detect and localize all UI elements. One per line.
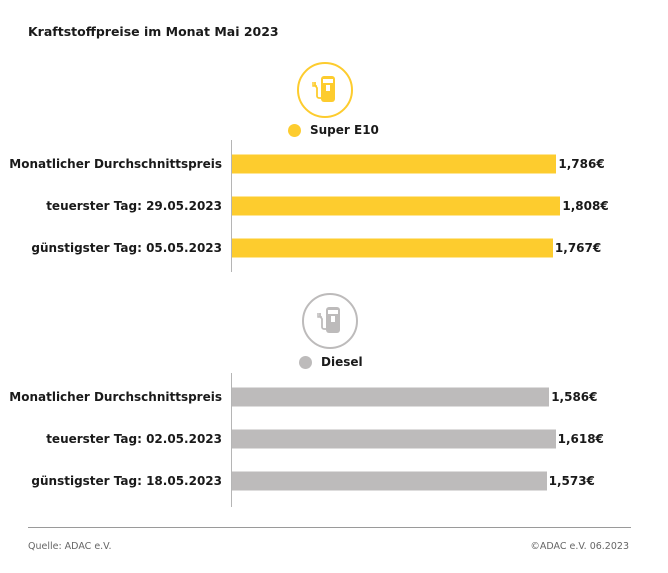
bar [232, 429, 556, 449]
category-label: Monatlicher Durchschnittspreis [9, 157, 222, 171]
data-label: 1,618€ [557, 432, 604, 446]
fuel-pump-icon [297, 62, 353, 118]
footer-divider [28, 527, 631, 528]
chart-title: Kraftstoffpreise im Monat Mai 2023 [28, 24, 279, 39]
category-label: teuerster Tag: 02.05.2023 [46, 432, 222, 446]
bar [232, 196, 561, 216]
legend-swatch [288, 123, 301, 137]
category-label: günstigster Tag: 18.05.2023 [31, 474, 222, 488]
y-axis-line [231, 373, 232, 507]
category-label: günstigster Tag: 05.05.2023 [31, 241, 222, 255]
y-axis-line [231, 140, 232, 272]
bar [232, 154, 557, 174]
legend-item: Super E10 [288, 123, 379, 137]
category-label: teuerster Tag: 29.05.2023 [46, 199, 222, 213]
fuel-pump-icon [302, 293, 358, 349]
category-label: Monatlicher Durchschnittspreis [9, 390, 222, 404]
legend-label: Diesel [321, 355, 363, 369]
bar [232, 238, 553, 258]
data-label: 1,573€ [548, 474, 595, 488]
source-note: Quelle: ADAC e.V. [28, 541, 112, 552]
legend-label: Super E10 [310, 123, 379, 137]
legend-swatch [299, 355, 312, 369]
data-label: 1,808€ [562, 199, 609, 213]
data-label: 1,786€ [558, 157, 605, 171]
bar [232, 387, 550, 407]
legend-item: Diesel [299, 355, 363, 369]
copyright-note: ©ADAC e.V. 06.2023 [530, 541, 629, 552]
bar [232, 471, 547, 491]
data-label: 1,767€ [554, 241, 602, 255]
data-label: 1,586€ [551, 390, 598, 404]
